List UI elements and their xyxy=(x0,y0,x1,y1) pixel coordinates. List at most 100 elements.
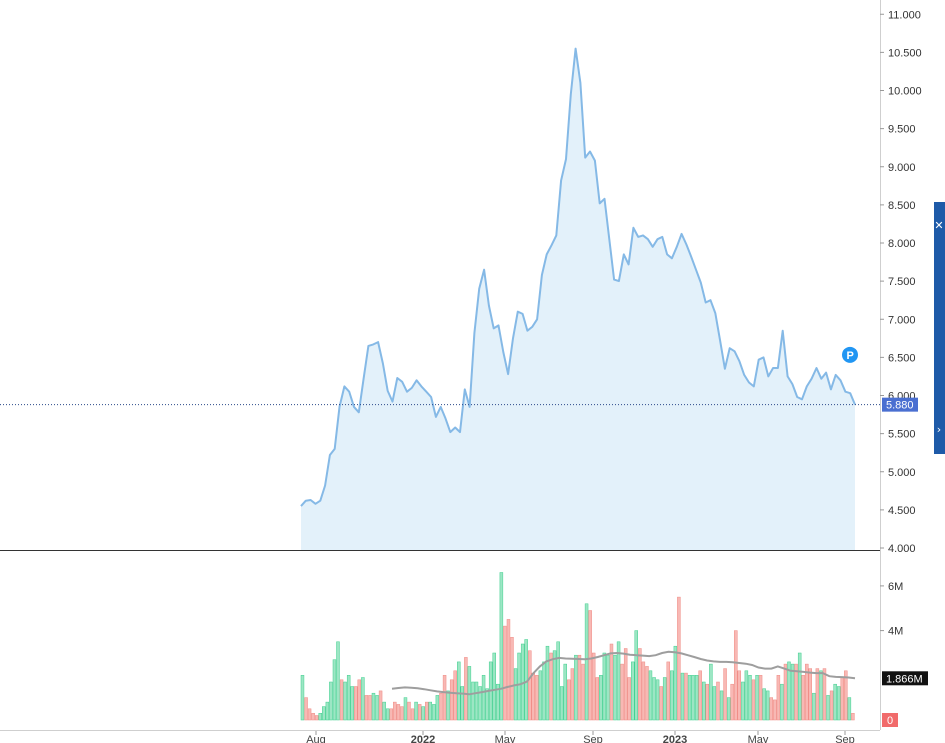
volume-bar xyxy=(805,663,809,721)
price-tick-label: 10.500 xyxy=(888,47,922,59)
time-tick-label: 2022 xyxy=(411,734,435,743)
volume-bar xyxy=(339,679,344,721)
volume-bar xyxy=(485,688,489,721)
volume-bar xyxy=(670,670,674,721)
volume-bar xyxy=(300,675,305,721)
volume-bar xyxy=(559,686,564,721)
volume-bar xyxy=(528,650,532,721)
volume-bar xyxy=(567,679,571,721)
volume-bar xyxy=(826,695,830,721)
volume-bar xyxy=(368,695,372,721)
volume-bar xyxy=(421,706,425,721)
volume-bar xyxy=(357,679,361,721)
volume-bar xyxy=(428,701,432,721)
volume-bar xyxy=(620,663,624,721)
volume-bar xyxy=(329,681,333,721)
volume-bar xyxy=(464,657,468,721)
volume-bar xyxy=(474,681,479,721)
price-tick-label: 8.000 xyxy=(888,238,916,250)
price-tick-label: 5.000 xyxy=(888,467,916,479)
price-tick-label: 6.500 xyxy=(888,352,916,364)
volume-bar xyxy=(538,670,543,721)
volume-bar xyxy=(840,677,844,721)
volume-bar xyxy=(694,675,699,721)
volume-bar xyxy=(435,695,440,721)
volume-bar xyxy=(346,675,351,721)
volume-bar xyxy=(410,708,415,721)
volume-bar xyxy=(325,701,330,721)
volume-bar xyxy=(737,670,741,721)
volume-bar xyxy=(655,679,660,721)
volume-bar xyxy=(790,663,795,721)
zero-label: 0 xyxy=(887,715,893,727)
volume-bar xyxy=(765,690,770,721)
volume-bar xyxy=(705,683,709,721)
volume-bar xyxy=(691,675,695,721)
volume-bar xyxy=(723,668,727,721)
volume-bar xyxy=(446,690,450,721)
volume-bar xyxy=(783,663,788,721)
volume-bar xyxy=(457,661,461,721)
volume-bar xyxy=(659,686,663,721)
chevron-icon[interactable]: › xyxy=(936,423,942,436)
volume-bar xyxy=(741,681,745,721)
volume-bar xyxy=(314,715,319,721)
volume-bar xyxy=(662,677,667,721)
volume-bar xyxy=(755,675,759,721)
volume-bar xyxy=(496,683,500,721)
last-volume-label: 1.866M xyxy=(886,673,923,685)
volume-bar xyxy=(836,686,841,721)
time-tick-label: May xyxy=(748,734,769,743)
volume-bar xyxy=(354,686,358,721)
price-tick-label: 9.000 xyxy=(888,162,916,174)
volume-bar xyxy=(780,683,784,721)
volume-bar xyxy=(591,652,596,721)
volume-bar xyxy=(577,654,582,721)
volume-bar xyxy=(719,690,724,721)
volume-bar xyxy=(751,679,756,721)
close-icon[interactable]: ✕ xyxy=(934,219,944,232)
volume-bar xyxy=(442,675,447,721)
volume-bar xyxy=(634,630,638,721)
volume-bar xyxy=(748,675,752,721)
volume-bar xyxy=(545,645,550,721)
volume-bar xyxy=(425,701,429,721)
volume-bar xyxy=(847,697,852,721)
volume-bar xyxy=(588,610,592,721)
volume-bar xyxy=(574,654,578,721)
volume-bar xyxy=(389,708,393,721)
side-panel-tab[interactable] xyxy=(934,202,945,454)
last-price-label: 5.880 xyxy=(886,400,914,412)
volume-bar xyxy=(513,668,518,721)
volume-tick-label: 6M xyxy=(888,581,903,593)
last-price-label-bg xyxy=(882,397,918,412)
volume-bar xyxy=(631,661,635,721)
price-tick-label: 4.000 xyxy=(888,543,916,555)
volume-bar xyxy=(407,701,411,721)
volume-bar xyxy=(382,701,386,721)
volume-bar xyxy=(797,652,802,721)
volume-bar xyxy=(794,663,798,721)
marker-label: P xyxy=(847,350,854,362)
volume-bar xyxy=(812,692,816,721)
volume-bar xyxy=(478,686,482,721)
volume-moving-average xyxy=(391,650,856,696)
volume-bar xyxy=(687,675,692,721)
volume-bar xyxy=(599,675,603,721)
volume-bar xyxy=(627,677,631,721)
volume-bar xyxy=(481,675,486,721)
volume-bar xyxy=(503,625,507,721)
volume-bar xyxy=(602,652,607,721)
volume-bar xyxy=(393,701,397,721)
volume-bar xyxy=(726,697,731,721)
volume-bar xyxy=(808,668,812,721)
price-tick-label: 7.000 xyxy=(888,314,916,326)
volume-bar xyxy=(531,672,535,721)
volume-bar xyxy=(638,648,642,721)
time-tick-label: Sep xyxy=(583,734,603,743)
volume-bar xyxy=(304,697,308,721)
volume-bar xyxy=(787,661,791,721)
volume-bar xyxy=(698,670,702,721)
